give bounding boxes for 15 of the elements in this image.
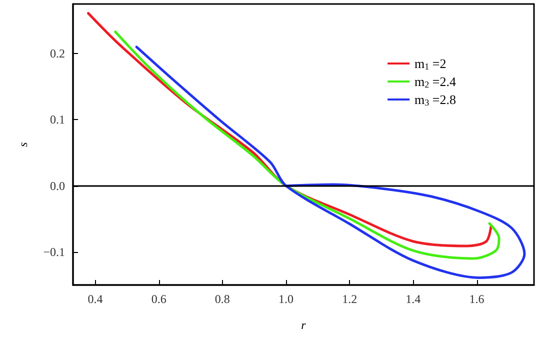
y-tick-label: 0.0 bbox=[50, 178, 65, 193]
line-series bbox=[114, 30, 500, 260]
x-tick-label: 0.6 bbox=[151, 292, 166, 306]
y-tick-label: 0.2 bbox=[50, 46, 65, 61]
x-tick-label: 1.2 bbox=[342, 292, 358, 306]
x-tick-label: 0.8 bbox=[214, 292, 230, 306]
x-tick-label: 1.6 bbox=[469, 292, 484, 306]
y-tick-label: −0.1 bbox=[43, 244, 65, 259]
y-tick-label: 0.1 bbox=[50, 112, 65, 127]
x-tick-label: 1.4 bbox=[406, 292, 421, 306]
x-tick-label: 1.0 bbox=[278, 292, 294, 306]
line-series bbox=[135, 46, 526, 279]
y-axis-title: s bbox=[16, 142, 30, 147]
x-axis-title: r bbox=[301, 318, 306, 332]
x-tick-label: 0.4 bbox=[88, 292, 103, 306]
